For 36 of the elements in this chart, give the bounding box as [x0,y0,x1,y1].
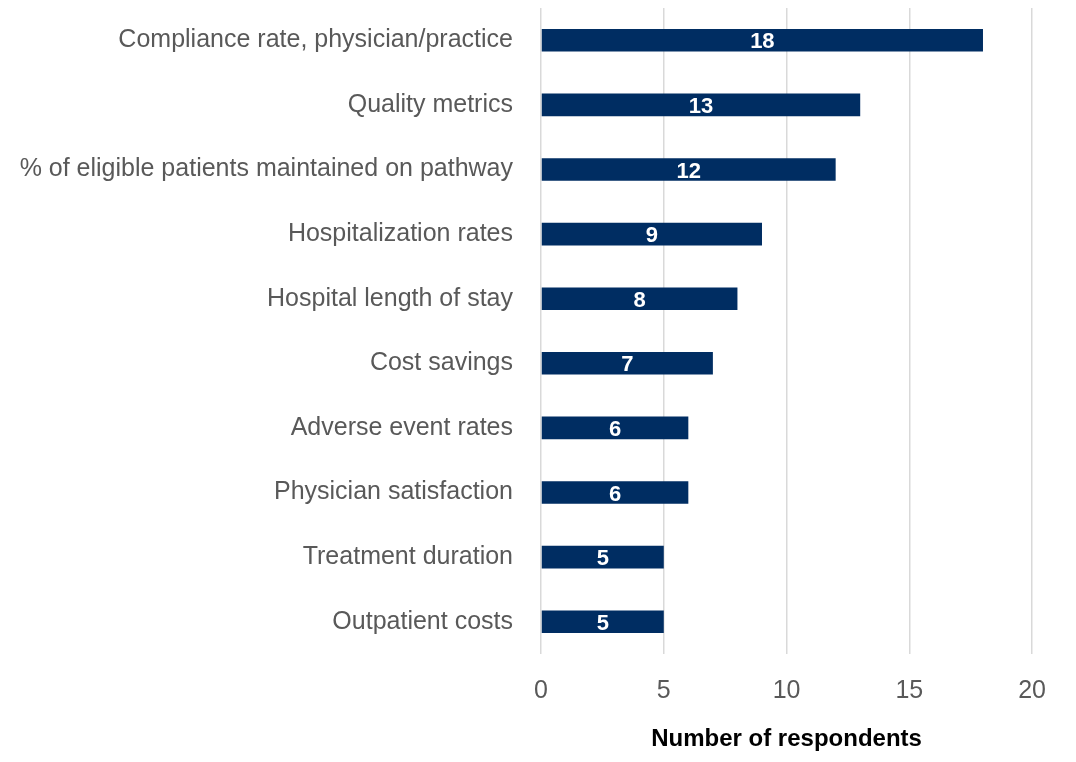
y-tick-label: % of eligible patients maintained on pathway [19,153,514,182]
bar [541,545,664,569]
data-label: 8 [633,286,646,312]
x-tick-label: 20 [1018,674,1046,703]
y-tick-label: Treatment duration [302,540,513,569]
y-tick-label: Hospitalization rates [287,217,513,246]
data-label: 18 [750,28,775,54]
bar [541,158,836,181]
y-tick-label: Outpatient costs [332,605,513,634]
y-tick-label: Compliance rate, physician/practice [118,24,513,53]
y-tick-label: Quality metrics [347,88,513,117]
data-label: 13 [688,92,714,118]
bar [541,287,738,311]
data-label: 6 [608,480,622,506]
y-tick-label: Cost savings [369,347,513,376]
x-tick-label: 15 [895,674,924,703]
x-tick-label: 5 [656,674,671,703]
bar [541,93,861,117]
x-tick-label: 10 [772,674,801,703]
data-label: 7 [621,351,634,377]
data-label: 5 [596,545,609,571]
bar [541,610,664,634]
data-label: 6 [608,415,622,441]
x-axis-title: Number of respondents [651,724,922,752]
bar [541,416,689,440]
bar [541,29,983,52]
bar [541,481,689,504]
x-tick-label: 0 [534,674,548,703]
bar [541,352,713,375]
y-tick-label: Adverse event rates [290,411,513,440]
bar [541,222,762,246]
data-label: 9 [645,222,658,248]
data-label: 5 [596,609,609,635]
data-label: 12 [676,157,701,183]
y-tick-label: Physician satisfaction [273,476,513,505]
y-tick-label: Hospital length of stay [267,282,514,311]
